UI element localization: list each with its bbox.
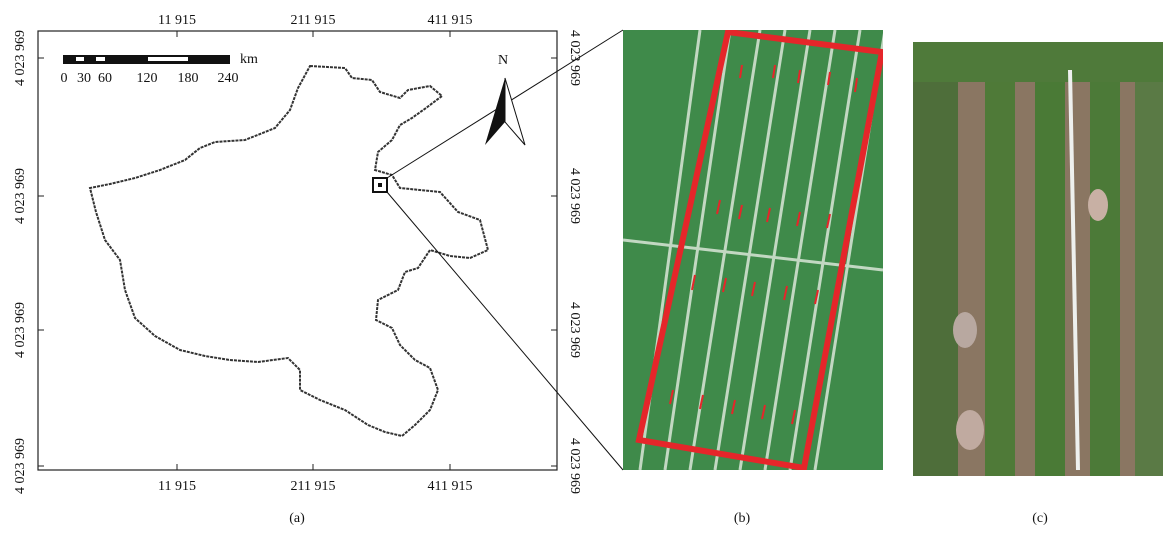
scale-tick-label: 0 xyxy=(61,71,68,86)
x-tick-label: 211 915 xyxy=(291,479,336,494)
scale-tick-label: 30 xyxy=(77,71,91,86)
caption: (a) xyxy=(289,511,305,526)
y-tick-label: 4 023 969 xyxy=(567,168,582,224)
y-tick-label: 4 023 969 xyxy=(567,30,582,86)
scale-tick-label: 60 xyxy=(98,71,112,86)
aerial-photo xyxy=(623,30,885,470)
figure: km N (a) (b) ( xyxy=(0,0,1167,529)
caption: (c) xyxy=(1032,511,1048,526)
x-tick-label: 211 915 xyxy=(291,13,336,28)
scale-bar xyxy=(63,55,230,64)
y-tick-label: 4 023 969 xyxy=(13,302,28,358)
scale-tick-label: 120 xyxy=(137,71,158,86)
y-tick-label: 4 023 969 xyxy=(13,438,28,494)
caption: (b) xyxy=(734,511,751,526)
y-tick-label: 4 023 969 xyxy=(567,302,582,358)
x-tick-label: 11 915 xyxy=(158,13,196,28)
ground-photo xyxy=(913,42,1163,476)
map-frame xyxy=(38,31,557,470)
x-tick-label: 411 915 xyxy=(428,479,473,494)
x-tick-label: 411 915 xyxy=(428,13,473,28)
x-tick-label: 11 915 xyxy=(158,479,196,494)
study-area-point xyxy=(378,183,382,187)
y-tick-label: 4 023 969 xyxy=(13,168,28,224)
scale-tick-label: 240 xyxy=(218,71,239,86)
scale-tick-label: 180 xyxy=(178,71,199,86)
y-tick-label: 4 023 969 xyxy=(13,30,28,86)
north-label: N xyxy=(498,53,508,68)
scale-unit: km xyxy=(240,52,258,67)
y-tick-label: 4 023 969 xyxy=(567,438,582,494)
